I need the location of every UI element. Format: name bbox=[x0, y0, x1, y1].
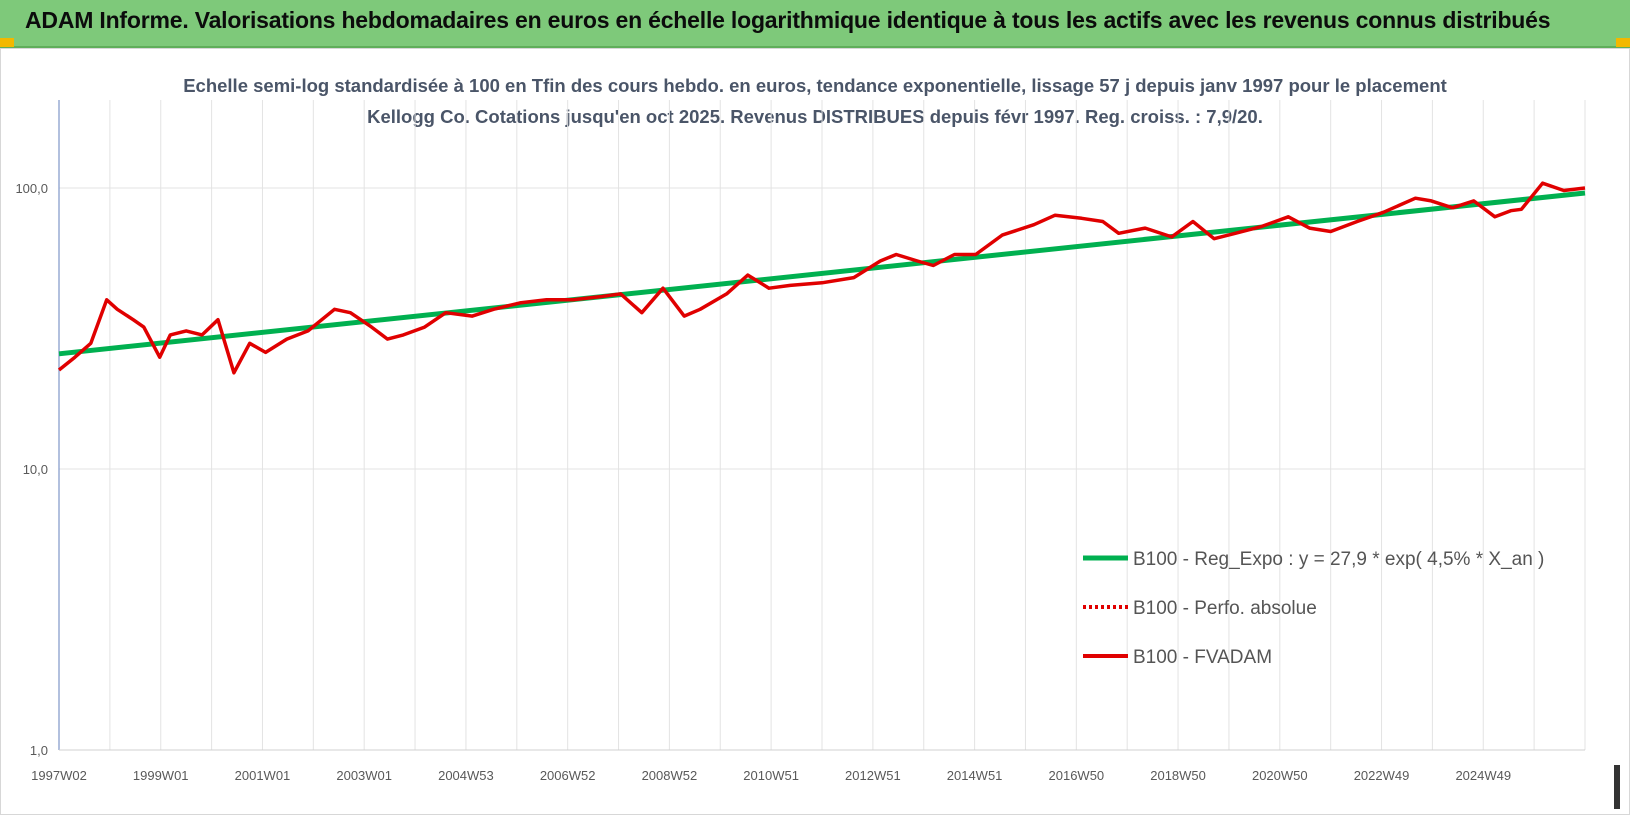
series-line-2 bbox=[57, 181, 1586, 375]
x-tick-label: 1997W02 bbox=[31, 768, 87, 783]
x-tick-label: 2008W52 bbox=[642, 768, 698, 783]
x-tick-label: 2014W51 bbox=[947, 768, 1003, 783]
legend-entry: B100 - Perfo. absolue bbox=[1133, 598, 1317, 619]
series-lines bbox=[57, 181, 1586, 375]
legend: B100 - Reg_Expo : y = 27,9 * exp( 4,5% *… bbox=[1083, 549, 1544, 668]
x-tick-label: 2001W01 bbox=[235, 768, 291, 783]
y-tick-labels: 1,0 10,0 100,0 bbox=[15, 181, 48, 758]
corner-marker-right bbox=[1616, 38, 1630, 47]
x-tick-label: 2024W49 bbox=[1455, 768, 1511, 783]
x-tick-label: 2016W50 bbox=[1049, 768, 1105, 783]
legend-entry: B100 - FVADAM bbox=[1133, 647, 1272, 668]
x-tick-label: 2012W51 bbox=[845, 768, 901, 783]
header-banner: ADAM Informe. Valorisations hebdomadaire… bbox=[0, 0, 1630, 48]
report-title: ADAM Informe. Valorisations hebdomadaire… bbox=[25, 7, 1551, 33]
legend-entry: B100 - Reg_Expo : y = 27,9 * exp( 4,5% *… bbox=[1133, 549, 1544, 570]
x-tick-labels: 1997W02 1999W01 2001W01 2003W01 2004W53 2006W… bbox=[31, 768, 1511, 783]
corner-marker-left bbox=[0, 38, 14, 47]
gridlines bbox=[58, 100, 1586, 751]
x-tick-label: 2020W50 bbox=[1252, 768, 1308, 783]
scrollbar-edge[interactable] bbox=[1614, 765, 1620, 809]
x-tick-label: 2018W50 bbox=[1150, 768, 1206, 783]
y-tick-label: 1,0 bbox=[30, 743, 48, 758]
x-tick-label: 2004W53 bbox=[438, 768, 494, 783]
x-tick-label: 2006W52 bbox=[540, 768, 596, 783]
x-tick-label: 2022W49 bbox=[1354, 768, 1410, 783]
x-tick-label: 2003W01 bbox=[336, 768, 392, 783]
x-tick-label: 1999W01 bbox=[133, 768, 189, 783]
y-tick-label: 100,0 bbox=[15, 181, 48, 196]
chart-title: Echelle semi-log standardisée à 100 en T… bbox=[183, 75, 1447, 127]
x-tick-label: 2010W51 bbox=[743, 768, 799, 783]
y-tick-label: 10,0 bbox=[23, 462, 48, 477]
